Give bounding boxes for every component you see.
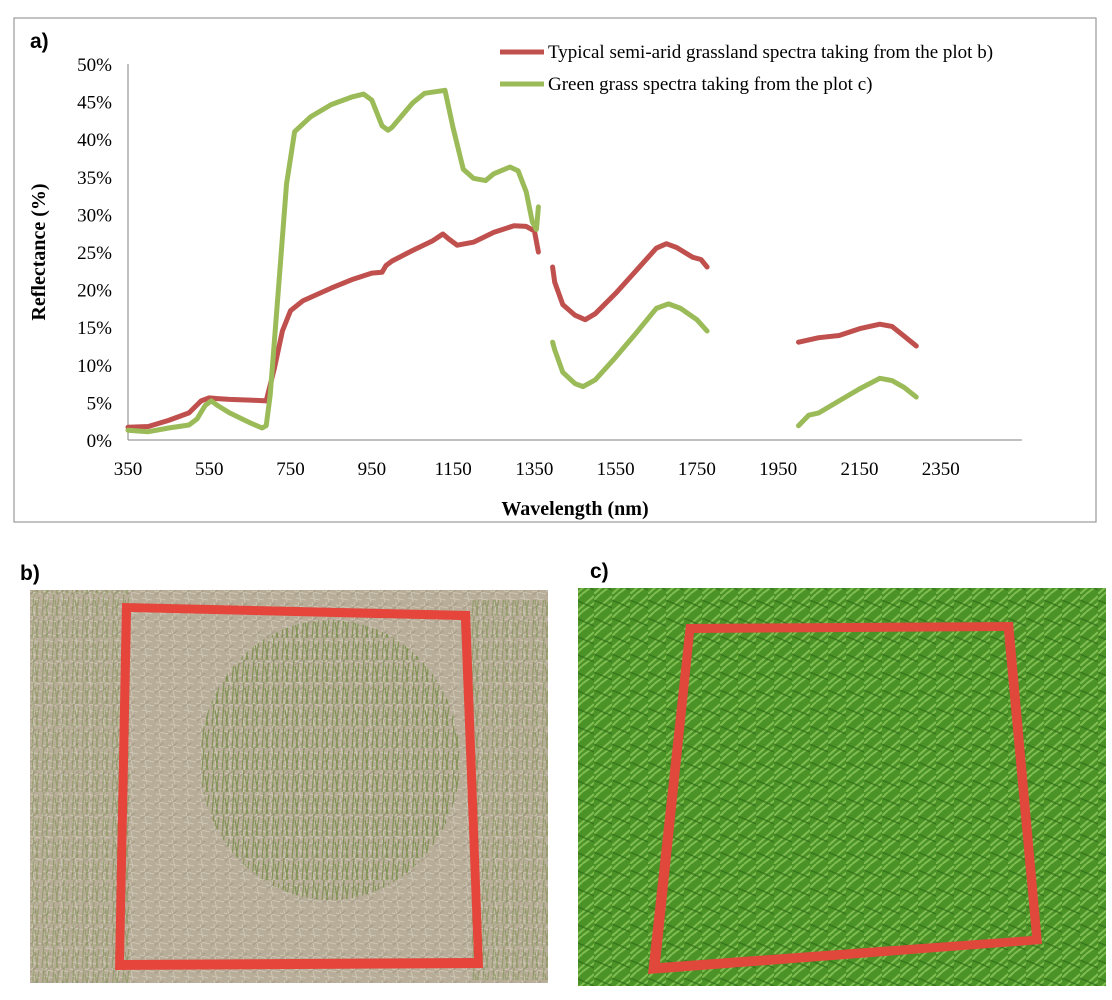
y-tick-label: 45%	[77, 93, 112, 114]
series-green-grass-line-segment-1	[125, 87, 541, 435]
series-semi-arid-line-segment-3	[796, 321, 919, 349]
x-axis-ticks: 350 550 750 950 1150 1350 1550 1750 1950 2150 2350	[114, 459, 960, 480]
x-tick-label: 1950	[759, 459, 797, 480]
series-semi-arid-line-segment-1	[125, 223, 541, 430]
photo-c-quadrat-frame	[648, 622, 1042, 974]
panel-a-label: a)	[30, 30, 49, 53]
y-tick-label: 15%	[77, 318, 112, 339]
x-axis-title: Wavelength (nm)	[501, 498, 648, 520]
photo-b-grass-tuft	[200, 620, 460, 900]
x-tick-label: 1350	[515, 459, 553, 480]
series-semi-arid-line-segment-2	[550, 241, 710, 323]
x-tick-label: 350	[114, 459, 143, 480]
x-tick-label: 950	[358, 459, 387, 480]
y-axis-ticks: 0% 5% 10% 15% 20% 25% 30% 35% 40% 45% 50%	[77, 55, 112, 452]
x-tick-label: 2150	[840, 459, 878, 480]
y-axis-title: Reflectance (%)	[28, 183, 50, 320]
y-tick-label: 20%	[77, 281, 112, 302]
series-green-grass-line-segment-3	[796, 375, 919, 429]
x-tick-label: 1150	[434, 459, 471, 480]
series-green-grass-line-segment-2	[550, 301, 710, 390]
x-tick-label: 1550	[597, 459, 635, 480]
y-tick-label: 25%	[77, 243, 112, 264]
y-tick-label: 40%	[77, 130, 112, 151]
x-tick-label: 550	[195, 459, 224, 480]
y-tick-label: 30%	[77, 205, 112, 226]
series-layer	[125, 87, 919, 435]
x-tick-label: 750	[276, 459, 305, 480]
x-tick-label: 1750	[678, 459, 716, 480]
photo-plot-c	[578, 588, 1106, 986]
y-tick-label: 0%	[87, 431, 113, 452]
legend-label-green-grass: Green grass spectra taking from the plot…	[548, 74, 872, 95]
y-tick-label: 5%	[87, 393, 113, 414]
panel-b-label: b)	[20, 562, 40, 585]
x-tick-label: 2350	[922, 459, 960, 480]
panel-c-label: c)	[590, 560, 609, 583]
y-tick-label: 35%	[77, 168, 112, 189]
photo-plot-b	[30, 590, 548, 983]
y-tick-label: 10%	[77, 356, 112, 377]
photo-c-grass	[578, 588, 1106, 986]
y-tick-label: 50%	[77, 55, 112, 76]
legend: Typical semi-arid grassland spectra taki…	[500, 42, 993, 95]
reflectance-chart: 0% 5% 10% 15% 20% 25% 30% 35% 40% 45% 50% 350 550 75…	[28, 42, 1022, 520]
legend-label-semi-arid: Typical semi-arid grassland spectra taki…	[548, 42, 993, 63]
